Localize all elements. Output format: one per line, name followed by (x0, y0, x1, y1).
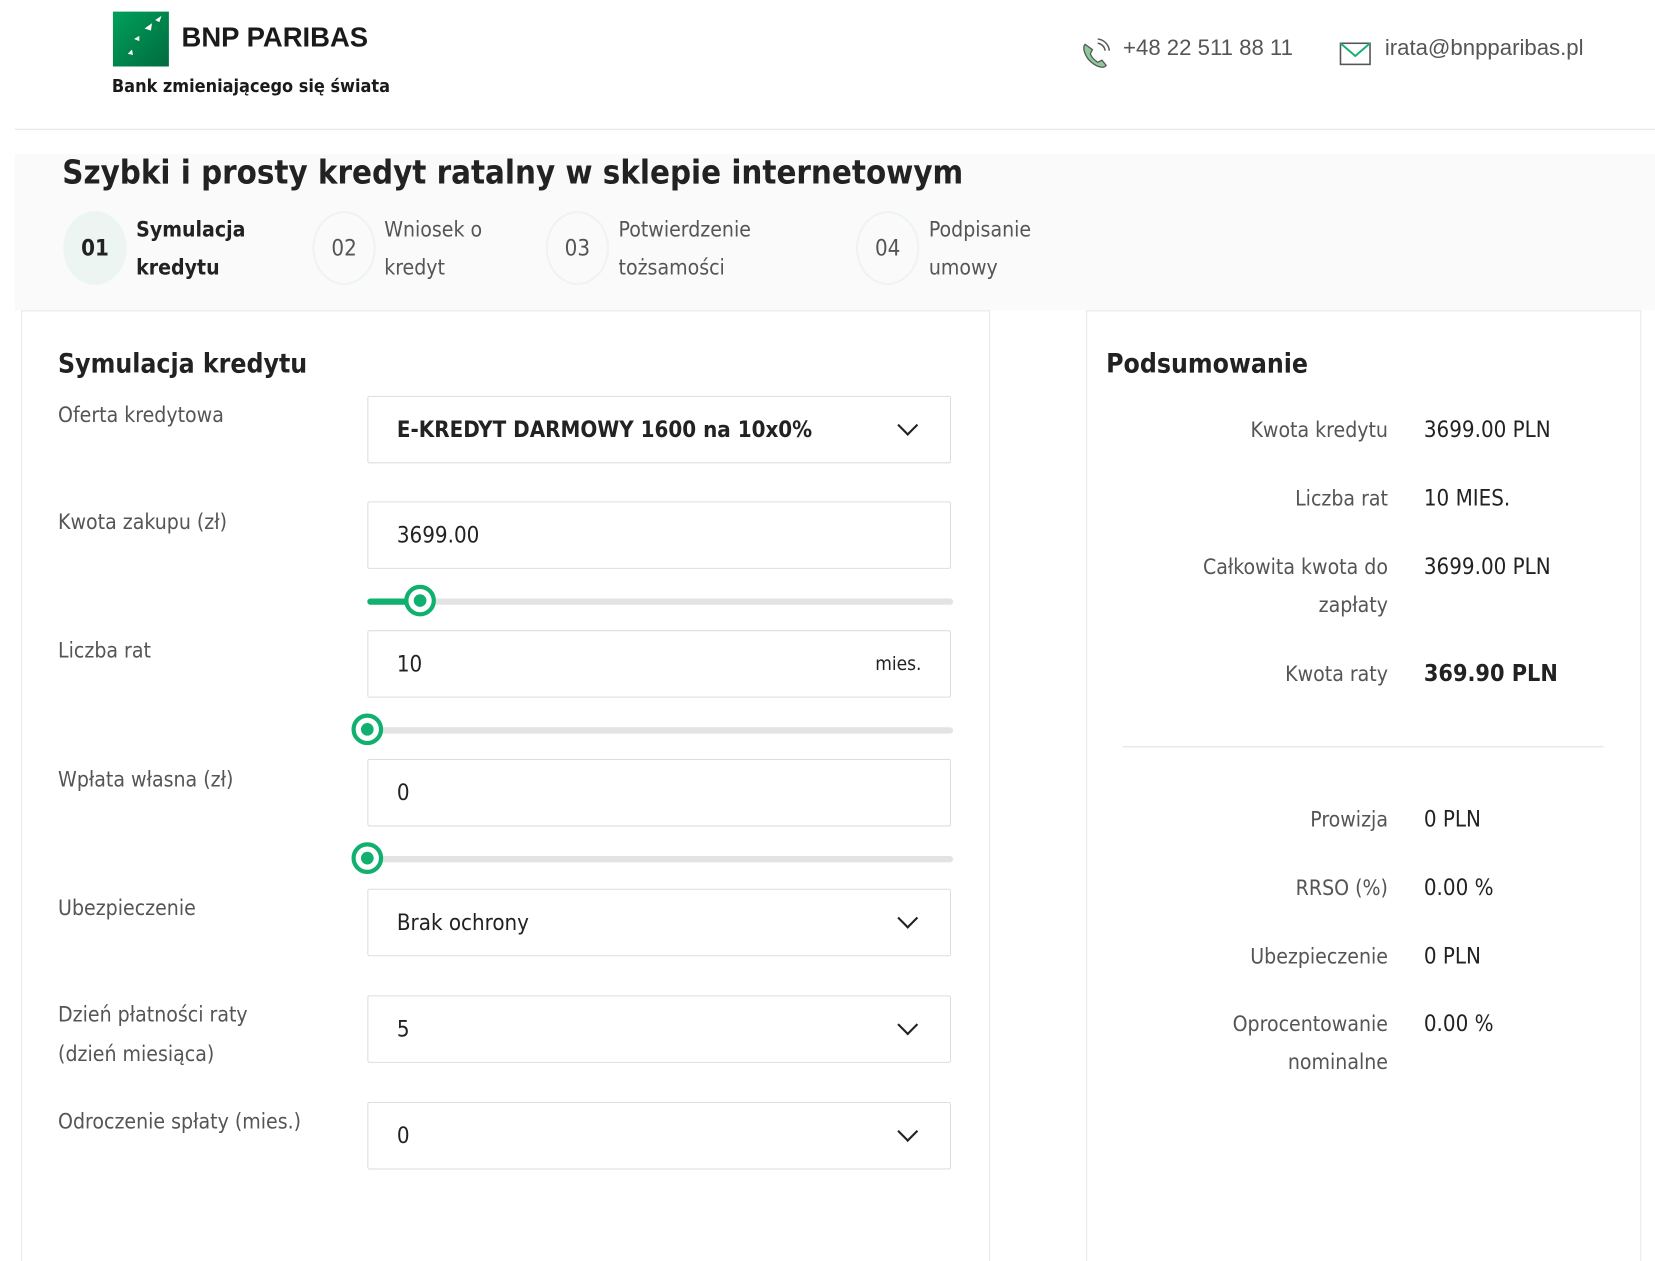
email-link[interactable]: irata@bnpparibas.pl (1384, 35, 1584, 61)
page-title: Szybki i prosty kredyt ratalny w sklepie… (62, 154, 964, 193)
header-divider (14, 128, 1655, 130)
summary-total-value: 3699.00 PLN (1423, 554, 1551, 580)
step-2-line2: kredyt (384, 254, 445, 280)
summary-installment-value: 369.90 PLN (1423, 660, 1558, 688)
step-3-label: Potwierdzenie tożsamości (619, 210, 751, 286)
installments-input[interactable]: 10 mies. (367, 630, 952, 698)
chevron-down-icon (897, 414, 919, 436)
deferral-label: Odroczenie spłaty (mies.) (58, 1108, 302, 1134)
payday-value: 5 (396, 1016, 410, 1042)
summary-panel (1086, 310, 1642, 1261)
mail-icon (1339, 42, 1371, 69)
step-1-line2: kredytu (136, 254, 220, 280)
down-payment-label: Wpłata własna (zł) (58, 766, 234, 792)
summary-installments-label: Liczba rat (1295, 485, 1388, 511)
summary-total-label-line1: Całkowita kwota do (1202, 554, 1388, 580)
summary-installments-value: 10 MIES. (1423, 485, 1511, 511)
installments-label: Liczba rat (58, 637, 151, 663)
step-1-line1: Symulacja (136, 216, 246, 242)
insurance-value: Brak ochrony (396, 909, 529, 936)
phone-icon (1079, 38, 1111, 74)
summary-rrso-label: RRSO (%) (1295, 875, 1388, 901)
step-4-line2: umowy (928, 254, 998, 280)
step-2-label: Wniosek o kredyt (384, 210, 482, 286)
step-2-number: 02 (312, 211, 376, 285)
summary-total-label-line2: zapłaty (1318, 592, 1388, 618)
step-3-line1: Potwierdzenie (618, 216, 751, 242)
down-payment-slider[interactable] (351, 842, 954, 874)
amount-value: 3699.00 (396, 522, 480, 548)
brand-tagline: Bank zmieniającego się świata (111, 75, 390, 98)
step-3-number: 03 (545, 211, 610, 285)
step-1-label: Symulacja kredytu (136, 210, 245, 286)
offer-value: E-KREDYT DARMOWY 1600 na 10x0% (396, 416, 813, 443)
summary-divider (1123, 746, 1604, 748)
summary-loan-amount-value: 3699.00 PLN (1423, 416, 1551, 443)
summary-total-label: Całkowita kwota do zapłaty (1203, 548, 1388, 624)
deferral-select[interactable]: 0 (367, 1101, 952, 1170)
chevron-down-icon (897, 1014, 919, 1036)
installments-unit: mies. (875, 652, 922, 675)
step-1-number: 01 (63, 211, 127, 285)
summary-insurance-label: Ubezpieczenie (1250, 943, 1388, 969)
amount-slider-thumb[interactable] (404, 584, 436, 617)
step-4-label: Podpisanie umowy (929, 210, 1031, 286)
down-payment-slider-thumb[interactable] (351, 842, 384, 874)
step-2-line1: Wniosek o (384, 216, 483, 242)
amount-label: Kwota zakupu (zł) (58, 508, 228, 535)
insurance-label: Ubezpieczenie (58, 895, 196, 921)
amount-input[interactable]: 3699.00 (367, 501, 952, 569)
summary-installment-label: Kwota raty (1285, 660, 1388, 687)
step-4-number: 04 (856, 211, 920, 285)
summary-insurance-value: 0 PLN (1423, 943, 1481, 969)
summary-rrso-value: 0.00 % (1423, 875, 1494, 901)
summary-commission-value: 0 PLN (1423, 806, 1481, 832)
installments-slider-thumb[interactable] (351, 713, 384, 746)
bnp-logo-icon[interactable] (112, 11, 169, 67)
payday-select[interactable]: 5 (367, 995, 952, 1063)
simulation-title: Symulacja kredytu (58, 348, 308, 379)
payday-label: Dzień płatności raty (dzień miesiąca) (58, 995, 248, 1073)
step-4-line1: Podpisanie (928, 216, 1032, 242)
summary-interest-value: 0.00 % (1423, 1011, 1494, 1037)
deferral-value: 0 (396, 1123, 410, 1149)
down-payment-input[interactable]: 0 (367, 758, 952, 827)
brand-name: BNP PARIBAS (181, 21, 369, 53)
step-3-line2: tożsamości (618, 254, 725, 280)
payday-label-line2: (dzień miesiąca) (58, 1040, 215, 1067)
phone-link[interactable]: +48 22 511 88 11 (1123, 35, 1293, 61)
insurance-select[interactable]: Brak ochrony (367, 888, 952, 957)
summary-title: Podsumowanie (1106, 348, 1309, 379)
amount-slider[interactable] (367, 584, 954, 617)
offer-label: Oferta kredytowa (58, 402, 224, 428)
down-payment-value: 0 (396, 780, 410, 806)
summary-commission-label: Prowizja (1310, 806, 1388, 832)
summary-interest-label-line2: nominalne (1287, 1049, 1388, 1075)
summary-loan-amount-label: Kwota kredytu (1250, 416, 1388, 443)
steps-band (14, 154, 1655, 311)
chevron-down-icon (897, 907, 919, 929)
payday-label-line1: Dzień płatności raty (58, 1001, 248, 1028)
summary-interest-label: Oprocentowanie nominalne (1233, 1005, 1388, 1081)
installments-slider[interactable] (351, 713, 954, 746)
amount-slider-fill (367, 598, 421, 605)
summary-interest-label-line1: Oprocentowanie (1232, 1011, 1388, 1037)
installments-value: 10 (396, 651, 423, 677)
offer-select[interactable]: E-KREDYT DARMOWY 1600 na 10x0% (367, 395, 952, 464)
chevron-down-icon (897, 1121, 919, 1142)
